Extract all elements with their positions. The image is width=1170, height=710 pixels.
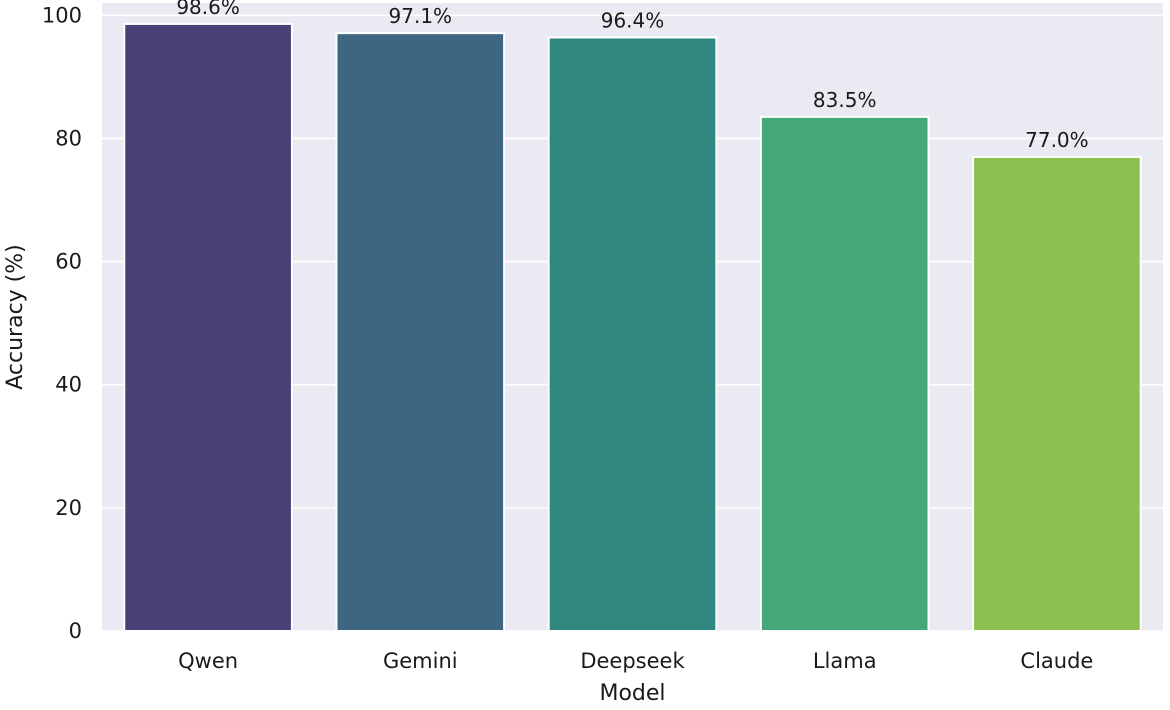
data-labels: 98.6% 97.1% 96.4% 83.5% 77.0%: [176, 0, 1088, 152]
x-tick-label: Llama: [813, 649, 877, 673]
bar-llama: [759, 115, 930, 632]
x-tick-label: Claude: [1020, 649, 1093, 673]
y-axis-label: Accuracy (%): [3, 244, 28, 390]
bar-gemini: [335, 32, 506, 632]
bar-claude: [972, 155, 1142, 632]
data-label: 96.4%: [601, 8, 665, 32]
data-label: 77.0%: [1025, 128, 1089, 152]
y-tick-labels: 0 20 40 60 80 100: [42, 3, 82, 643]
bars: [123, 22, 1142, 632]
x-tick-labels: Qwen Gemini Deepseek Llama Claude: [178, 649, 1093, 673]
y-tick-label: 0: [69, 619, 82, 643]
y-tick-label: 100: [42, 3, 82, 27]
x-tick-label: Qwen: [178, 649, 238, 673]
y-tick-label: 20: [55, 496, 82, 520]
x-axis-label: Model: [599, 681, 665, 706]
data-label: 97.1%: [389, 4, 453, 28]
y-tick-label: 80: [55, 126, 82, 150]
bar-qwen: [123, 22, 293, 632]
data-label: 98.6%: [176, 0, 240, 19]
x-tick-label: Deepseek: [580, 649, 685, 673]
y-tick-label: 40: [55, 373, 82, 397]
y-tick-label: 60: [55, 250, 82, 274]
data-label: 83.5%: [813, 88, 877, 112]
x-tick-label: Gemini: [383, 649, 458, 673]
bar-deepseek: [547, 36, 718, 632]
